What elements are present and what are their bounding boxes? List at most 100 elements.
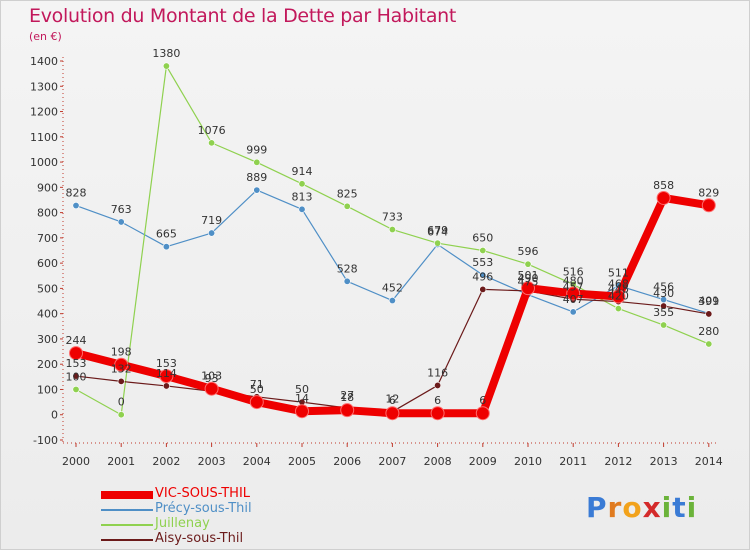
data-label: 456 [653,281,674,294]
data-point [298,180,306,188]
data-label: 0 [118,396,125,409]
data-label: 480 [563,274,584,287]
data-label: 27 [340,389,354,402]
data-label: 18 [340,391,354,404]
x-tick-label: 2012 [604,455,632,468]
data-point [566,286,581,301]
data-label: 501 [518,269,539,282]
data-label: 1380 [152,47,180,60]
chart-subtitle: (en €) [29,30,62,43]
data-label: 763 [111,203,132,216]
data-point [72,372,80,380]
data-label: 12 [385,393,399,406]
y-tick-label: 500 [37,282,58,295]
data-label: 153 [156,357,177,370]
data-point [253,186,261,194]
data-label: 116 [427,366,448,379]
legend-swatch [101,524,153,526]
data-point [614,305,622,313]
data-point [249,395,264,410]
data-point [611,289,626,304]
data-point [521,281,535,296]
data-point [430,406,445,421]
data-label: 399 [698,295,719,308]
data-point [117,218,125,226]
data-point [343,277,351,285]
data-point [701,198,716,213]
data-point [569,308,577,316]
y-tick-label: 400 [37,308,58,321]
x-tick-label: 2007 [378,455,406,468]
data-label: 280 [698,325,719,338]
data-label: 103 [201,370,222,383]
data-label: 999 [246,143,267,156]
chart-title: Evolution du Montant de la Dette par Hab… [29,5,457,27]
y-tick-label: 1300 [30,80,58,93]
data-point [162,243,170,251]
data-label: 452 [382,282,403,295]
legend-swatch [101,539,153,541]
data-point [705,340,713,348]
data-point [479,271,487,279]
x-tick-label: 2005 [288,455,316,468]
data-point [69,346,83,361]
legend-swatch [101,509,153,511]
x-tick-label: 2011 [559,455,587,468]
y-tick-label: 900 [37,181,58,194]
data-label: 468 [608,277,629,290]
data-label: 858 [653,179,674,192]
data-label: 6 [389,394,396,407]
x-tick-label: 2013 [650,455,678,468]
data-point [343,202,351,210]
data-point [298,205,306,213]
legend-swatch [101,491,153,499]
data-label: 475 [518,276,539,289]
y-tick-label: 1200 [30,106,58,119]
data-point [159,369,174,384]
x-tick-label: 2010 [514,455,542,468]
data-label: 674 [427,225,448,238]
data-point [434,381,442,389]
y-tick-label: 600 [37,257,58,270]
data-label: 6 [434,394,441,407]
data-point [656,190,671,205]
data-label: 733 [382,211,403,224]
chart-axes: -100010020030040050060070080090010001100… [30,55,723,468]
x-tick-label: 2002 [152,455,180,468]
data-point [475,406,490,421]
data-label: 457 [563,280,584,293]
y-tick-label: 800 [37,207,58,220]
x-tick-label: 2000 [62,455,90,468]
data-point [340,403,355,418]
data-point [385,406,400,421]
data-point [253,158,261,166]
data-label: 244 [66,334,87,347]
data-label: 355 [653,306,674,319]
data-label: 829 [698,186,719,199]
legend-label: Aisy-sous-Thil [155,531,244,546]
data-label: 490 [518,272,539,285]
data-point [295,404,309,419]
data-label: 6 [479,394,486,407]
data-label: 496 [472,270,493,283]
data-label: 825 [337,187,358,200]
x-tick-label: 2006 [333,455,361,468]
data-label: 1076 [198,124,226,137]
data-point [117,411,125,419]
data-label: 50 [295,383,309,396]
data-point [208,229,216,237]
data-label: 596 [518,245,539,258]
y-tick-label: 1000 [30,156,58,169]
data-point [162,62,170,70]
data-label: 889 [246,171,267,184]
data-label: 93 [205,372,219,385]
data-label: 528 [337,262,358,275]
data-label: 430 [653,287,674,300]
data-point [660,321,668,329]
data-label: 407 [563,293,584,306]
y-tick-label: 0 [51,409,58,422]
data-label: 914 [292,165,313,178]
data-label: 14 [295,392,309,405]
